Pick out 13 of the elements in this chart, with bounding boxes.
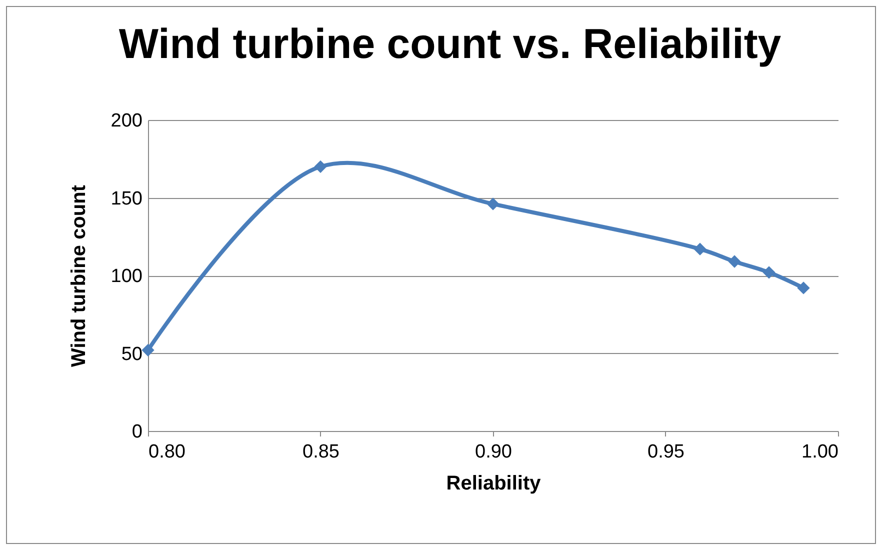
- x-tick-label: 0.90: [475, 442, 512, 462]
- x-tick-label: 0.95: [648, 442, 684, 462]
- y-tick-label: 50: [121, 344, 142, 365]
- chart-title: Wind turbine count vs. Reliability: [118, 20, 782, 67]
- x-axis-title: Reliability: [446, 472, 542, 494]
- x-tick-label: 0.80: [148, 442, 186, 462]
- y-tick-label: 200: [110, 110, 142, 132]
- y-tick-label: 0: [132, 422, 142, 442]
- y-tick-label: 150: [110, 188, 142, 210]
- x-tick-label: 1.00: [802, 442, 838, 462]
- y-tick-label: 100: [110, 266, 142, 287]
- y-axis-title: Wind turbine count: [68, 184, 90, 368]
- x-tick-label: 0.85: [302, 442, 340, 462]
